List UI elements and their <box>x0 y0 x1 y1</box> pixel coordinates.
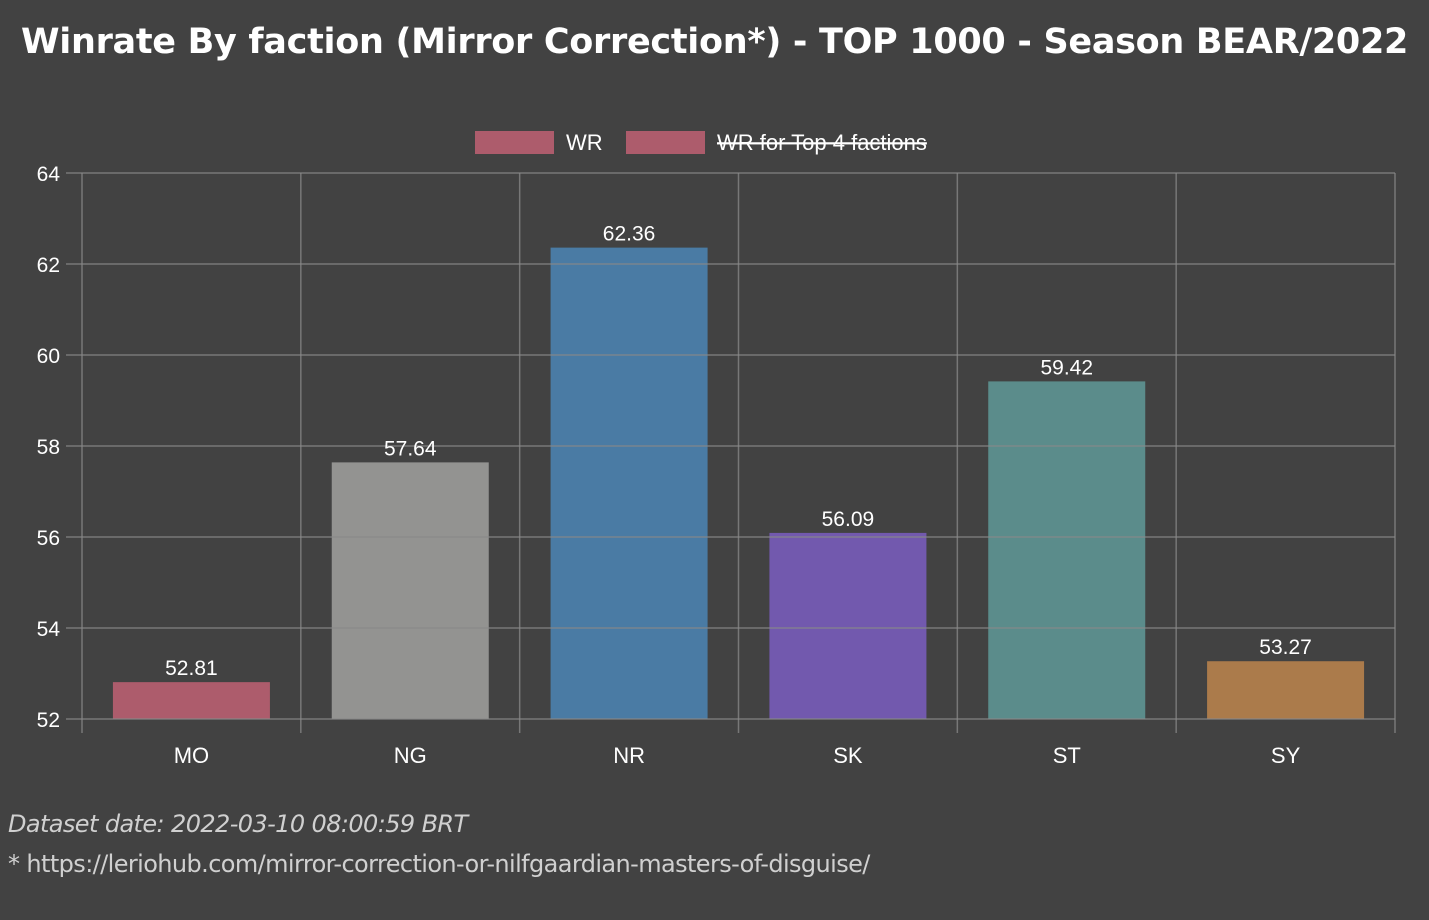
x-tick-label: NR <box>613 743 645 768</box>
data-label: 57.64 <box>384 437 437 460</box>
bar-nr <box>550 247 708 719</box>
reference-link[interactable]: * https://leriohub.com/mirror-correction… <box>8 850 870 878</box>
y-axis: 52 54 56 58 60 62 64 <box>37 163 61 732</box>
x-tick-label: NG <box>394 743 427 768</box>
x-axis: MO NG NR SK ST SY <box>174 743 1301 768</box>
y-tick-label: 62 <box>37 254 60 277</box>
data-label: 53.27 <box>1259 636 1312 659</box>
chart-title: Winrate By faction (Mirror Correction*) … <box>20 22 1409 62</box>
legend-item[interactable]: WR <box>475 130 603 155</box>
legend-label: WR <box>566 130 603 155</box>
grid-layer <box>66 172 1396 733</box>
y-tick-label: 54 <box>37 618 61 641</box>
x-tick-label: ST <box>1053 743 1081 768</box>
dataset-date: Dataset date: 2022-03-10 08:00:59 BRT <box>8 810 468 838</box>
data-label: 56.09 <box>822 508 875 531</box>
bar-mo <box>112 682 270 719</box>
x-tick-label: MO <box>174 743 209 768</box>
data-labels: 52.81 57.64 62.36 56.09 59.42 53.27 <box>165 223 1312 681</box>
data-label: 62.36 <box>603 223 656 246</box>
data-label: 52.81 <box>165 657 218 680</box>
data-label: 59.42 <box>1040 356 1093 379</box>
legend-label: WR for Top 4 factions <box>717 130 927 155</box>
legend-swatch <box>475 131 554 154</box>
bars-layer <box>112 247 1365 719</box>
y-tick-label: 64 <box>37 163 61 186</box>
bar-chart: WR WR for Top 4 factions 52 54 56 58 60 62 64 M… <box>37 130 1396 768</box>
y-tick-label: 58 <box>37 436 60 459</box>
y-tick-label: 56 <box>37 527 60 550</box>
bar-sy <box>1207 661 1365 719</box>
legend-swatch <box>626 131 705 154</box>
legend-item[interactable]: WR for Top 4 factions <box>626 130 927 155</box>
legend: WR WR for Top 4 factions <box>475 130 927 155</box>
bar-st <box>988 381 1146 719</box>
bar-sk <box>769 532 927 719</box>
y-tick-label: 52 <box>37 709 60 732</box>
x-tick-label: SK <box>833 743 863 768</box>
y-tick-label: 60 <box>37 345 60 368</box>
x-tick-label: SY <box>1271 743 1301 768</box>
bar-ng <box>331 462 489 719</box>
